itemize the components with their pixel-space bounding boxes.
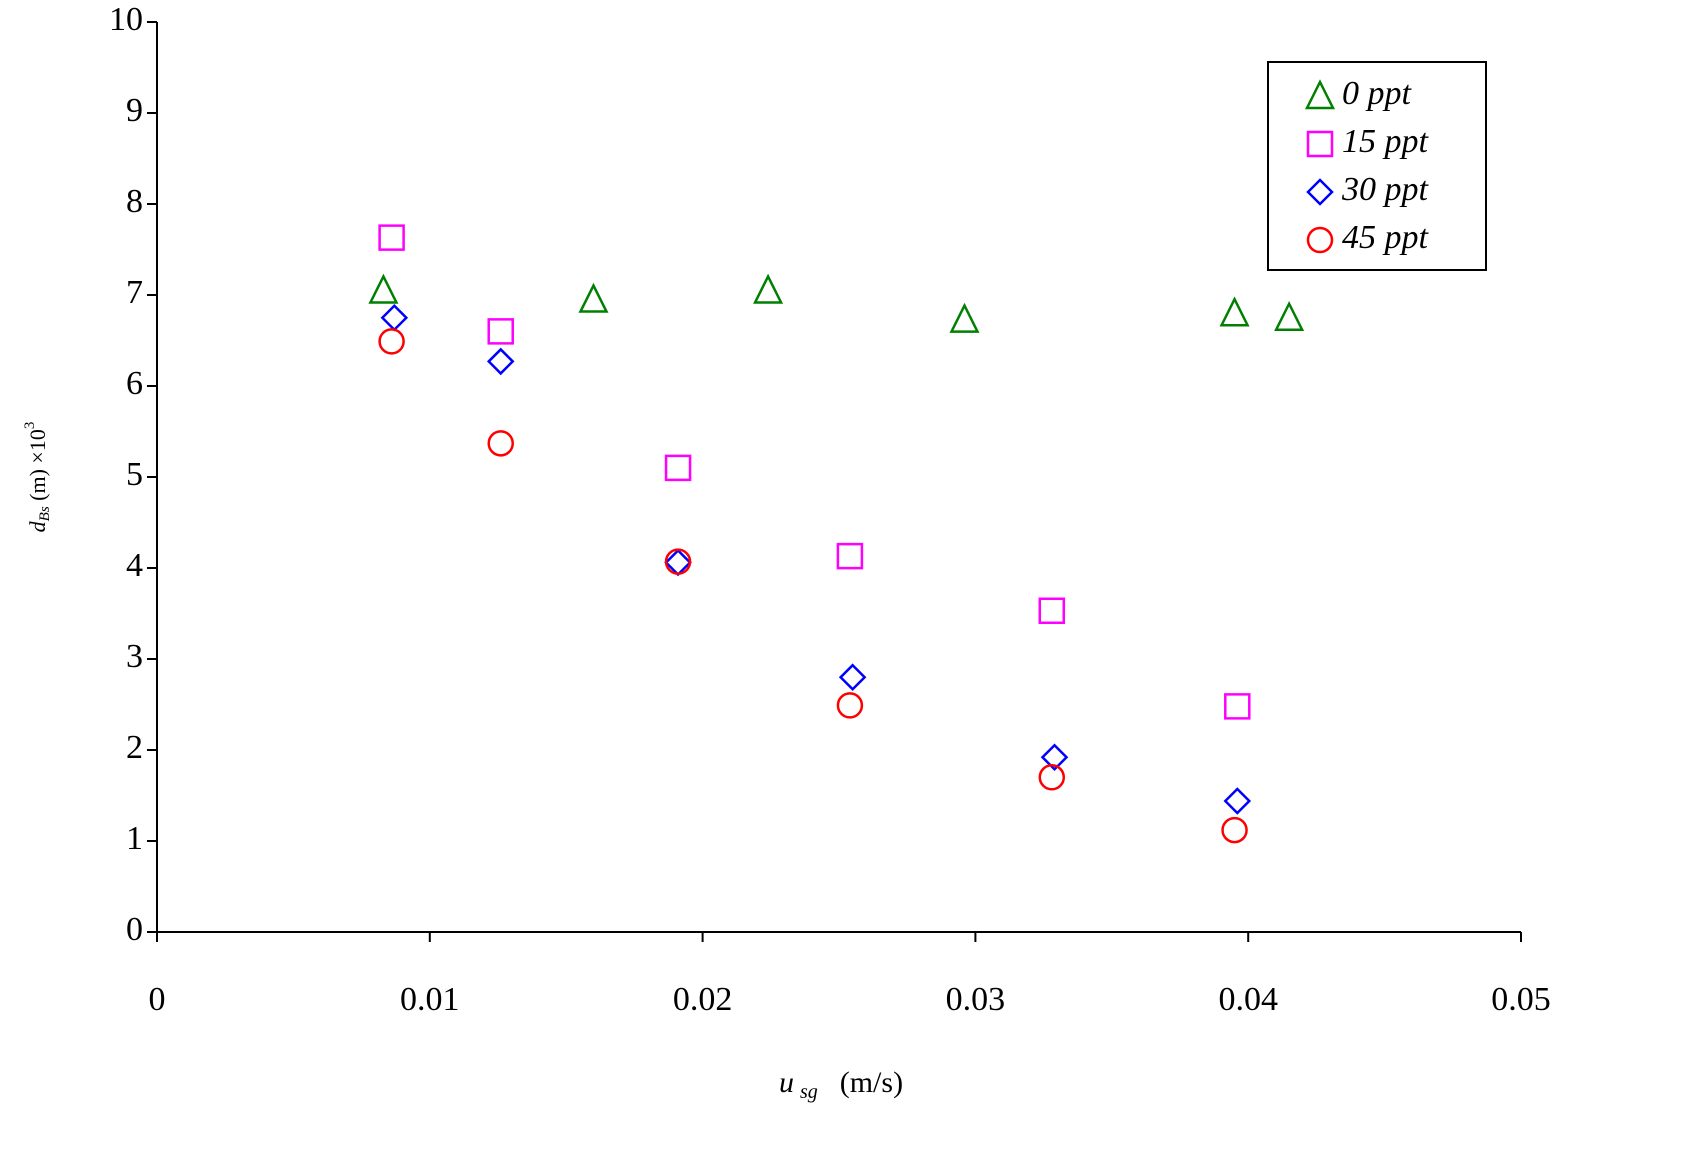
y-tick-label: 0 [126,911,143,948]
data-point [1225,694,1249,718]
data-point [489,431,513,455]
y-label-rest: (m) ×10 [25,429,50,506]
x-label-main: u [779,1066,794,1099]
data-point [1040,765,1064,789]
y-tick-label: 4 [126,547,143,584]
data-point [380,226,404,250]
y-tick-label: 10 [109,1,143,38]
data-point [838,693,862,717]
data-point [380,329,404,353]
x-tick-label: 0.05 [1491,981,1551,1018]
data-point [489,319,513,343]
data-point [841,665,865,689]
data-point [1040,599,1064,623]
legend-label: 0 ppt [1342,75,1413,112]
data-point [1222,299,1248,325]
data-point [755,276,781,302]
x-tick-label: 0.04 [1218,981,1278,1018]
chart: usg (m/s) dBs (m) ×103 0 1 2 3 4 5 6 7 8 9 10 0 0.01 0… [0,0,1690,1169]
data-point [580,286,606,312]
legend-label: 15 ppt [1342,123,1430,160]
data-point [1225,789,1249,813]
legend-label: 45 ppt [1342,219,1430,256]
y-tick-label: 5 [126,456,143,493]
data-point [951,306,977,332]
data-point [1276,304,1302,330]
x-label-rest: (m/s) [840,1066,903,1099]
y-tick-label: 3 [126,638,143,675]
y-tick-label: 6 [126,365,143,402]
x-tick-label: 0 [149,981,166,1018]
data-point [666,550,690,574]
x-tick-label: 0.02 [673,981,733,1018]
data-point [666,456,690,480]
legend-label: 30 ppt [1341,171,1430,208]
data-point [1223,818,1247,842]
y-tick-label: 9 [126,92,143,129]
y-tick-label: 1 [126,820,143,857]
y-tick-label: 2 [126,729,143,766]
x-tick-label: 0.03 [946,981,1006,1018]
data-point [838,544,862,568]
data-point [489,349,513,373]
x-label-sub: sg [800,1081,818,1103]
y-axis-label: dBs (m) ×103 [22,422,53,533]
y-label-sub: Bs [37,506,53,521]
y-label-sup: 3 [22,422,38,430]
data-point [382,306,406,330]
data-point [370,276,396,302]
y-tick-label: 7 [126,274,143,311]
x-tick-label: 0.01 [400,981,460,1018]
y-tick-label: 8 [126,183,143,220]
